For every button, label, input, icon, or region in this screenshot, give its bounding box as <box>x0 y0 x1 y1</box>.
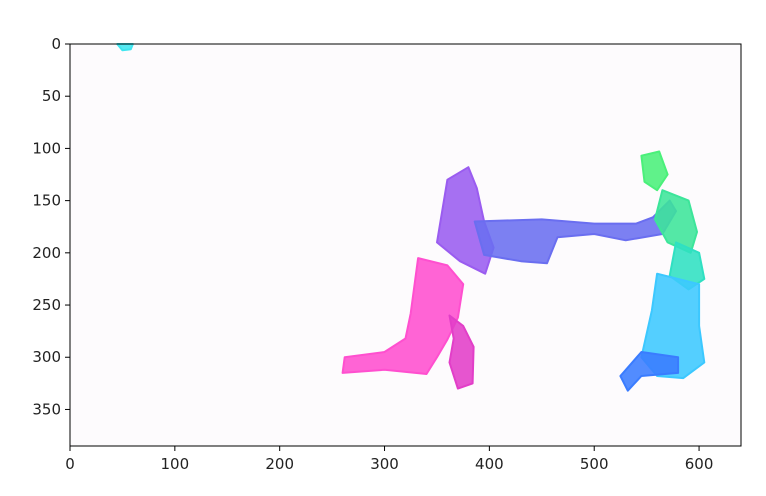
y-tick-label: 350 <box>32 400 61 418</box>
y-tick-label: 150 <box>32 192 61 210</box>
flow-region-4 <box>640 150 669 192</box>
flow-region-2 <box>341 257 465 375</box>
x-axis: 0 100 200 300 400 500 600 <box>65 446 713 473</box>
y-tick-label: 300 <box>32 348 61 366</box>
y-tick-label: 250 <box>32 296 61 314</box>
x-tick-label: 500 <box>580 455 609 473</box>
x-tick-label: 200 <box>265 455 294 473</box>
x-tick-label: 400 <box>475 455 504 473</box>
plot-area-background <box>70 44 741 446</box>
x-tick-label: 100 <box>161 455 190 473</box>
y-tick-label: 200 <box>32 244 61 262</box>
y-axis: 0 50 100 150 200 250 300 350 <box>32 35 70 418</box>
flow-region-7 <box>640 272 706 380</box>
x-tick-label: 600 <box>685 455 714 473</box>
x-tick-label: 300 <box>370 455 399 473</box>
y-tick-label: 0 <box>51 35 61 53</box>
y-tick-label: 50 <box>42 87 61 105</box>
x-tick-label: 0 <box>65 455 75 473</box>
flow-region-3 <box>448 314 475 390</box>
flow-region-8 <box>619 351 680 392</box>
axes-frame <box>69 43 742 447</box>
y-tick-label: 100 <box>32 139 61 157</box>
